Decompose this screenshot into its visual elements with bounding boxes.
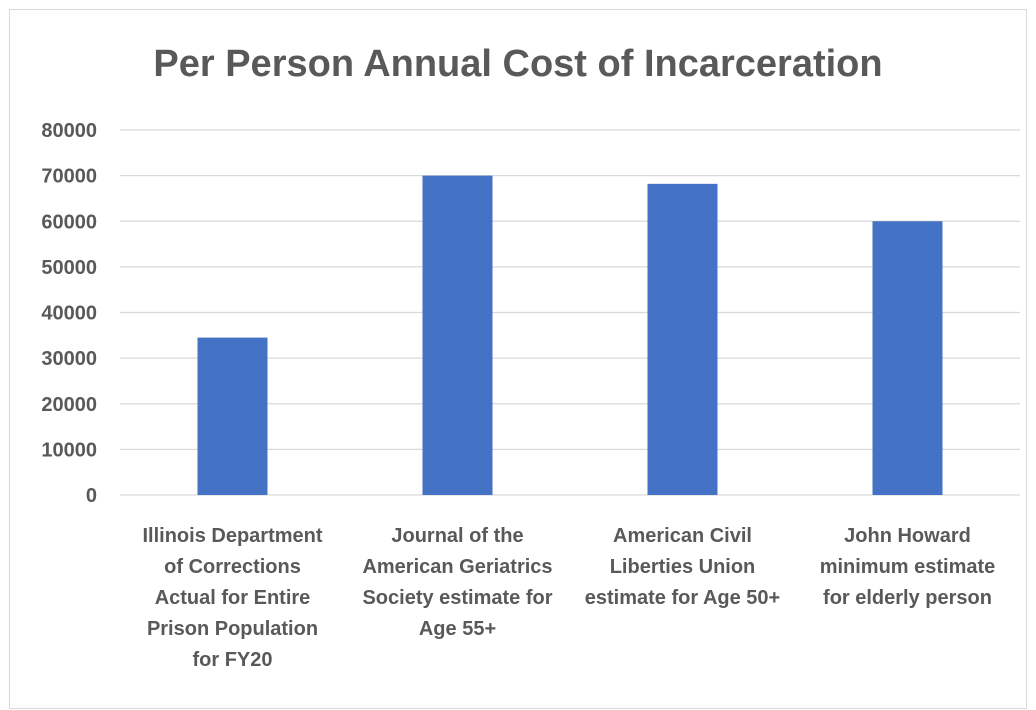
y-tick-label: 10000 bbox=[41, 439, 97, 461]
y-tick-label: 80000 bbox=[41, 120, 97, 142]
y-tick-label: 30000 bbox=[41, 348, 97, 370]
x-tick-label: Illinois Department of Corrections Actual … bbox=[142, 525, 322, 671]
chart-title: Per Person Annual Cost of Incarceration bbox=[153, 43, 882, 85]
bar bbox=[422, 175, 493, 495]
gridlines bbox=[120, 129, 1020, 496]
y-tick-label: 50000 bbox=[41, 257, 97, 279]
x-tick-label: Journal of the American Geriatrics Society… bbox=[362, 525, 552, 640]
bar bbox=[647, 183, 718, 495]
x-tick-label: John Howard minimum estimate for elderly p… bbox=[820, 525, 996, 609]
x-axis-labels: Illinois Department of Corrections Actual … bbox=[142, 525, 995, 671]
bars bbox=[197, 175, 943, 495]
y-tick-label: 70000 bbox=[41, 166, 97, 188]
chart-frame bbox=[9, 9, 1027, 709]
bar bbox=[872, 221, 943, 495]
y-tick-label: 20000 bbox=[41, 394, 97, 416]
y-tick-label: 0 bbox=[86, 485, 97, 507]
y-axis-ticks: 0 10000 20000 30000 40000 50000 60000 70000 8000… bbox=[41, 120, 97, 507]
y-tick-label: 60000 bbox=[41, 211, 97, 233]
y-tick-label: 40000 bbox=[41, 303, 97, 325]
x-tick-label: American Civil Liberties Union estimate fo… bbox=[585, 525, 780, 609]
bar bbox=[197, 337, 268, 495]
